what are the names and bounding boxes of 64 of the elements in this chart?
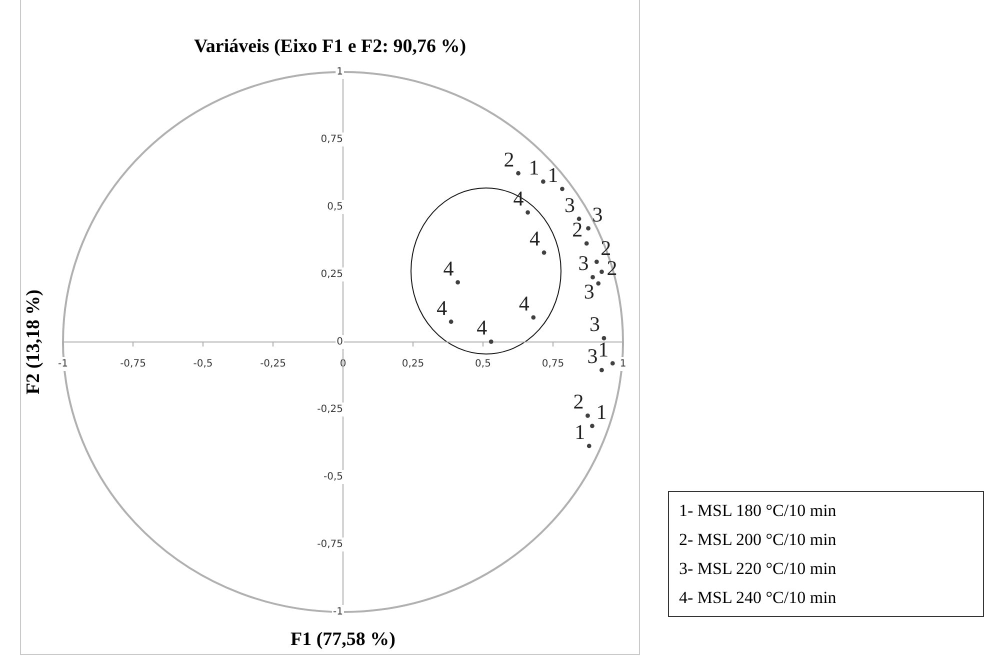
y-tick-label: -1 (333, 606, 343, 618)
point (596, 281, 601, 286)
point (594, 260, 599, 264)
y-tick-label: -0,5 (323, 472, 343, 483)
series-label: 4 (443, 256, 454, 280)
x-tick-label: -0,5 (193, 358, 213, 370)
point (586, 226, 590, 231)
point (448, 320, 454, 324)
point (610, 361, 615, 366)
point (590, 275, 595, 280)
point (560, 186, 564, 192)
text: 3 (587, 344, 598, 368)
text: 2 (572, 217, 583, 242)
point (602, 336, 606, 340)
point (586, 444, 592, 448)
text: 4 (436, 296, 448, 320)
point (584, 241, 589, 246)
text: 3 (592, 202, 603, 226)
x-tick-label: 1 (620, 358, 626, 370)
point (576, 216, 582, 222)
x-tick-label: 0,25 (402, 358, 424, 370)
text: 3 (589, 312, 600, 336)
point (541, 179, 546, 184)
point (542, 250, 546, 255)
y-tick-label: 0,75 (320, 134, 343, 146)
text: 4 (530, 226, 540, 251)
point (600, 270, 604, 274)
x-tick-label: 0,5 (475, 358, 491, 370)
text: 4- MSL 240 °C/10 min (679, 587, 838, 609)
text: 1 (596, 400, 607, 424)
y-tick-label: 0,25 (320, 269, 343, 280)
text: 3 (564, 192, 576, 217)
text: 2 (573, 390, 584, 414)
y-tick-label: -0,75 (317, 539, 343, 550)
text: 4 (476, 316, 488, 340)
text: 1 (548, 162, 558, 187)
y-tick-label: -0,25 (317, 404, 343, 416)
x-tick-label: -1 (58, 358, 68, 370)
point (600, 368, 604, 372)
point (586, 414, 590, 418)
point (516, 171, 520, 176)
y-tick-label: 0 (336, 336, 343, 348)
point (590, 424, 594, 428)
text: 4 (518, 291, 530, 316)
point (526, 210, 530, 215)
point (531, 315, 536, 320)
series-label: 1 (528, 156, 540, 180)
y-tick-label: 0,5 (327, 202, 343, 213)
x-axis-title: F1 (77,58 %) (290, 628, 396, 650)
text: 1 (574, 420, 586, 444)
series-label: 3 (584, 279, 594, 304)
y-axis-title: F2 (13,18 %) (22, 289, 44, 395)
point (488, 340, 494, 344)
text: 2- MSL 200 °C/10 min (679, 529, 838, 551)
x-tick-label: -0,25 (260, 358, 286, 370)
text: 1- MSL 180 °C/10 min (679, 500, 838, 522)
text: 2 (504, 147, 514, 172)
text: 3- MSL 220 °C/10 min (679, 558, 838, 580)
x-tick-label: -0,75 (120, 358, 146, 370)
point (456, 280, 460, 285)
x-tick-label: 0,75 (542, 358, 564, 370)
chart-title: Variáveis (Eixo F1 e F2: 90,76 %) (194, 36, 466, 57)
y-tick-label: 1 (336, 66, 343, 78)
text: 3 (578, 251, 589, 276)
